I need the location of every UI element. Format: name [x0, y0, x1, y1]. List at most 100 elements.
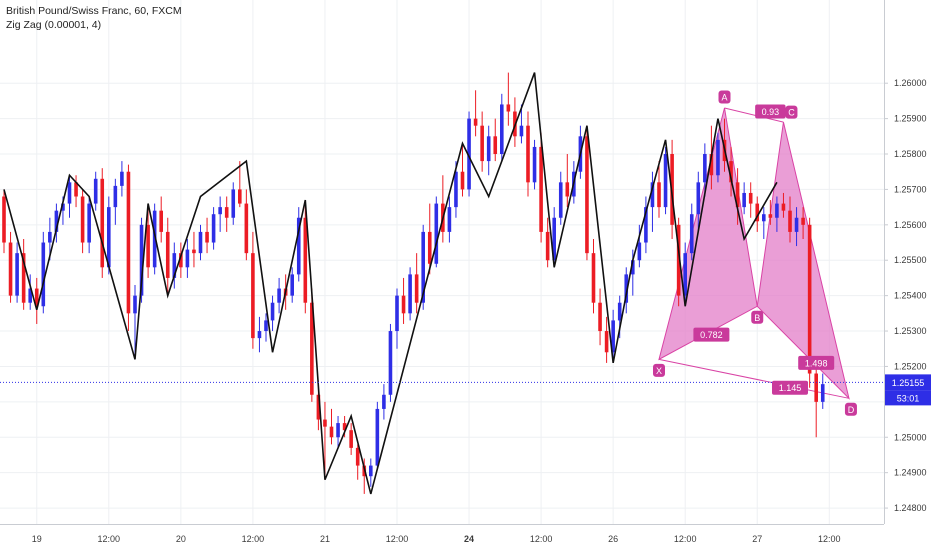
candle-body	[388, 331, 393, 395]
candle-body	[794, 217, 799, 232]
ratio-label: 1.145	[779, 383, 802, 393]
candle-body	[192, 249, 196, 254]
candle-body	[729, 161, 733, 183]
candle-body	[218, 207, 222, 215]
x-tick-label: 12:00	[530, 534, 553, 544]
candle-body	[414, 274, 419, 303]
candle-body	[493, 136, 498, 155]
candle-body	[742, 192, 746, 208]
point-badge-x	[653, 363, 665, 377]
current-price-badge	[885, 374, 931, 391]
ratio-label: 0.782	[700, 330, 723, 340]
pattern-line-ac	[724, 107, 784, 123]
ratio-badge	[693, 327, 730, 342]
countdown-badge	[885, 390, 931, 406]
candle-body	[663, 154, 668, 208]
candle-body	[408, 274, 412, 314]
y-tick-label: 1.25500	[894, 255, 927, 265]
candle-body	[336, 423, 340, 438]
candle-body	[631, 260, 635, 275]
candle-body	[375, 408, 380, 466]
candle-body	[480, 125, 484, 162]
candle-body	[427, 231, 432, 264]
candle-body	[93, 178, 98, 204]
x-tick-label: 12:00	[98, 534, 121, 544]
candle-body	[552, 217, 556, 261]
x-tick-label: 27	[752, 534, 762, 544]
candle-body	[506, 104, 511, 112]
candle-body	[683, 253, 687, 296]
point-label: D	[848, 405, 855, 415]
candle-body	[21, 253, 26, 303]
ratio-badge	[755, 104, 786, 119]
candle-body	[146, 224, 150, 268]
candle-body	[454, 171, 458, 208]
candle-body	[395, 295, 399, 332]
candle-body	[434, 203, 439, 264]
candle-body	[781, 203, 786, 211]
y-tick-label: 1.25400	[894, 291, 927, 301]
candle-body	[2, 196, 6, 243]
point-badge-c	[785, 105, 798, 119]
candle-body	[519, 125, 524, 137]
candle-body	[107, 207, 111, 268]
candle-body	[139, 224, 144, 296]
candle-body	[205, 231, 209, 243]
candle-body	[401, 295, 406, 314]
candle-body	[703, 154, 707, 183]
candle-body	[159, 210, 163, 232]
candle-body	[296, 217, 301, 275]
x-tick-label: 26	[608, 534, 618, 544]
point-badge-d	[844, 402, 857, 416]
indicator-label: Zig Zag (0.00001, 4)	[6, 19, 102, 31]
candle-body	[820, 384, 825, 402]
candle-body	[814, 373, 818, 402]
x-tick-label: 12:00	[386, 534, 409, 544]
candle-body	[558, 182, 563, 218]
candle-body	[34, 288, 39, 307]
candle-body	[369, 465, 373, 477]
candle-body	[67, 182, 72, 204]
ratio-badge	[798, 355, 835, 370]
point-label: X	[656, 366, 662, 376]
candle-body	[637, 242, 642, 261]
candle-body	[696, 182, 701, 215]
candle-body	[657, 182, 661, 208]
candle-body	[709, 154, 714, 176]
ratio-label: 1.498	[805, 358, 828, 368]
countdown-label: 53:01	[897, 393, 920, 403]
x-tick-label: 19	[32, 534, 42, 544]
candle-body	[74, 182, 78, 197]
candle-body	[526, 125, 530, 183]
zigzag-line	[3, 72, 778, 495]
point-label: C	[788, 108, 795, 118]
y-tick-label: 1.25700	[894, 184, 927, 194]
candles	[2, 72, 825, 494]
current-price-label: 1.25155	[892, 378, 925, 388]
candle-body	[460, 171, 465, 190]
candle-body	[303, 217, 308, 303]
candle-body	[604, 331, 609, 353]
y-tick-label: 1.24800	[894, 503, 927, 513]
y-tick-label: 1.25900	[894, 114, 927, 124]
candle-body	[421, 231, 425, 303]
candle-body	[532, 146, 537, 183]
candle-body	[598, 302, 602, 332]
candle-body	[539, 146, 543, 232]
candle-body	[467, 118, 471, 190]
candle-body	[323, 419, 327, 427]
candle-body	[676, 224, 681, 296]
x-tick-label: 24	[464, 534, 474, 544]
candle-body	[585, 136, 589, 254]
y-tick-label: 1.25300	[894, 326, 927, 336]
candle-body	[152, 210, 157, 268]
y-tick-label: 1.25800	[894, 149, 927, 159]
candle-body	[48, 231, 52, 243]
candle-body	[185, 249, 190, 268]
point-label: B	[754, 313, 760, 323]
candle-body	[80, 196, 85, 243]
candle-body	[310, 302, 314, 395]
candle-body	[316, 394, 321, 420]
